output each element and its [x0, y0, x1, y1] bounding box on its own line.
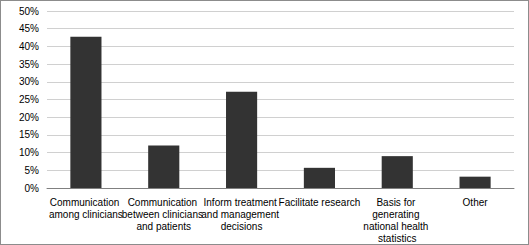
svg-text:Communication: Communication: [128, 197, 200, 208]
svg-text:Inform treatment: Inform treatment: [204, 197, 280, 208]
svg-text:statistics: statistics: [378, 233, 416, 244]
svg-text:40%: 40%: [19, 41, 39, 52]
svg-text:Basis for: Basis for: [376, 197, 418, 208]
svg-text:among clinicians: among clinicians: [49, 209, 123, 220]
svg-text:25%: 25%: [19, 94, 39, 105]
svg-text:and patients: and patients: [137, 221, 192, 232]
svg-text:decisions: decisions: [221, 221, 263, 232]
svg-text:50%: 50%: [19, 6, 39, 17]
svg-text:and management: and management: [201, 209, 282, 220]
svg-text:national health: national health: [363, 221, 431, 232]
svg-text:30%: 30%: [19, 76, 39, 87]
svg-text:generating: generating: [372, 209, 422, 220]
svg-text:between clinicians: between clinicians: [122, 209, 206, 220]
svg-text:45%: 45%: [19, 23, 39, 34]
svg-text:Facilitate research: Facilitate research: [279, 197, 361, 208]
svg-text:15%: 15%: [19, 129, 39, 140]
svg-text:5%: 5%: [25, 165, 40, 176]
svg-text:20%: 20%: [19, 112, 39, 123]
svg-text:10%: 10%: [19, 147, 39, 158]
svg-text:0%: 0%: [25, 183, 40, 194]
svg-text:Other: Other: [463, 197, 489, 208]
svg-text:35%: 35%: [19, 59, 39, 70]
svg-text:Communication: Communication: [50, 197, 122, 208]
